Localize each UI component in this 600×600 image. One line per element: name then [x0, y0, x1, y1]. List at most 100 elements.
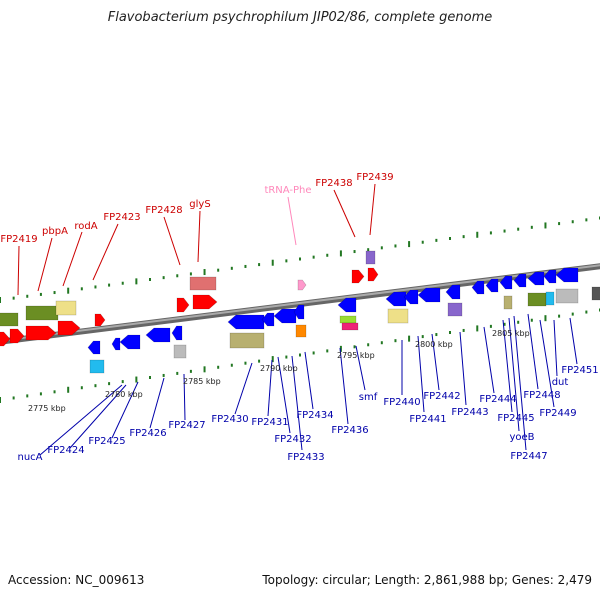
leader-line [183, 373, 186, 421]
gene-box [503, 295, 513, 310]
forward-gene-label: FP2428 [145, 205, 182, 216]
reverse-gene-label: FP2451 [561, 365, 598, 376]
gene-arrow-reverse [527, 271, 545, 286]
scale-label: 2795 kbp [337, 351, 375, 360]
gene-box [545, 291, 555, 306]
gene-box [555, 288, 579, 304]
forward-gene-label: FP2419 [0, 234, 37, 245]
gene-arrow-reverse [417, 287, 441, 303]
gene-arrow-reverse [543, 269, 557, 284]
leader-line [355, 345, 366, 391]
forward-gene-label: glyS [189, 199, 210, 210]
reverse-gene-label: FP2440 [383, 397, 420, 408]
scale-label: 2790 kbp [260, 364, 298, 373]
leader-line [149, 377, 165, 429]
forward-gene-label: tRNA-Phe [264, 185, 311, 196]
scale-label: 2780 kbp [105, 390, 143, 399]
forward-gene-label: rodA [74, 221, 97, 232]
gene-arrow-forward [9, 328, 25, 344]
reverse-gene-label: FP2426 [129, 428, 166, 439]
leader-line [39, 384, 123, 456]
leader-line [417, 335, 425, 413]
scale-label: 2775 kbp [28, 404, 66, 413]
reverse-gene-label: FP2431 [251, 417, 288, 428]
gene-arrow-reverse [499, 275, 513, 290]
gene-arrow-forward [367, 267, 379, 282]
gene-box [295, 324, 307, 338]
leader-line [569, 317, 578, 365]
leader-line [111, 381, 139, 439]
gene-arrow-forward [94, 313, 106, 327]
leader-line [502, 319, 513, 413]
reverse-gene-label: FP2444 [479, 394, 516, 405]
reverse-gene-label: FP2434 [296, 410, 333, 421]
gene-arrow-reverse [111, 337, 121, 351]
scale-ticks [0, 216, 600, 403]
gene-box [229, 332, 265, 349]
scale-label: 2800 kbp [415, 340, 453, 349]
reverse-gene-label: FP2433 [287, 452, 324, 463]
leader-line [527, 313, 539, 390]
leader-line [333, 189, 356, 238]
gene-box [527, 292, 547, 307]
gene-box [591, 286, 600, 301]
gene-arrow-reverse [145, 327, 171, 343]
reverse-gene-label: FP2424 [47, 445, 84, 456]
leader-line [267, 359, 273, 417]
reverse-gene-label: FP2430 [211, 414, 248, 425]
reverse-gene-label: smf [359, 392, 378, 403]
gene-arrow-reverse [513, 273, 527, 288]
gene-box [55, 300, 77, 316]
leader-line [304, 351, 314, 410]
gene-box [173, 344, 187, 359]
leader-line [62, 231, 83, 287]
leader-line [291, 355, 303, 451]
reverse-gene-label: nucA [17, 452, 42, 463]
reverse-gene-label: FP2425 [88, 436, 125, 447]
gene-arrow-forward [57, 320, 81, 336]
reverse-gene-label: yoeB [509, 432, 534, 443]
leader-line [508, 317, 520, 432]
gene-box [189, 276, 217, 291]
leader-line [339, 347, 349, 425]
forward-gene-label: FP2423 [103, 212, 140, 223]
gene-arrow-reverse [171, 325, 183, 341]
gene-arrow-reverse [445, 284, 461, 300]
leader-line [234, 362, 253, 415]
reverse-gene-label: FP2449 [539, 408, 576, 419]
gene-box [339, 315, 357, 324]
gene-arrow-forward [0, 331, 11, 347]
reverse-gene-label: FP2443 [451, 407, 488, 418]
gene-box [365, 250, 376, 265]
leader-line [539, 319, 555, 408]
scale-label: 2805 kbp [492, 329, 530, 338]
gene-arrow-reverse [471, 280, 485, 295]
reverse-gene-label: FP2432 [274, 434, 311, 445]
leader-line [92, 223, 119, 281]
scale-label: 2785 kbp [183, 377, 221, 386]
gene-box [447, 302, 463, 317]
genome-stats-text: Topology: circular; Length: 2,861,988 bp… [262, 573, 592, 587]
gene-labels: 2775 kbp 2780 kbp 2785 kbp 2790 kbp 2795 kbp… [0, 172, 598, 463]
forward-gene-label: FP2438 [315, 178, 352, 189]
gene-box [341, 322, 359, 331]
reverse-gene-label: FP2448 [523, 390, 560, 401]
gene-arrow-forward [192, 294, 218, 310]
reverse-gene-label: FP2445 [497, 413, 534, 424]
leader-line [553, 319, 558, 377]
gene-box [89, 359, 105, 374]
label-leader-lines [17, 183, 578, 456]
trna-arrow [297, 279, 307, 291]
gene-arrow-reverse [555, 267, 579, 283]
gene-box [387, 308, 409, 324]
reverse-gene-label: dut [552, 377, 569, 388]
gene-arrow-reverse [273, 308, 297, 324]
leader-line [37, 237, 53, 292]
forward-gene-label: FP2439 [356, 172, 393, 183]
gene-arrow-reverse [227, 314, 265, 330]
gene-arrow-reverse [403, 289, 419, 305]
gene-box [25, 305, 59, 321]
leader-line [277, 356, 291, 434]
gene-arrow-reverse [119, 334, 141, 350]
